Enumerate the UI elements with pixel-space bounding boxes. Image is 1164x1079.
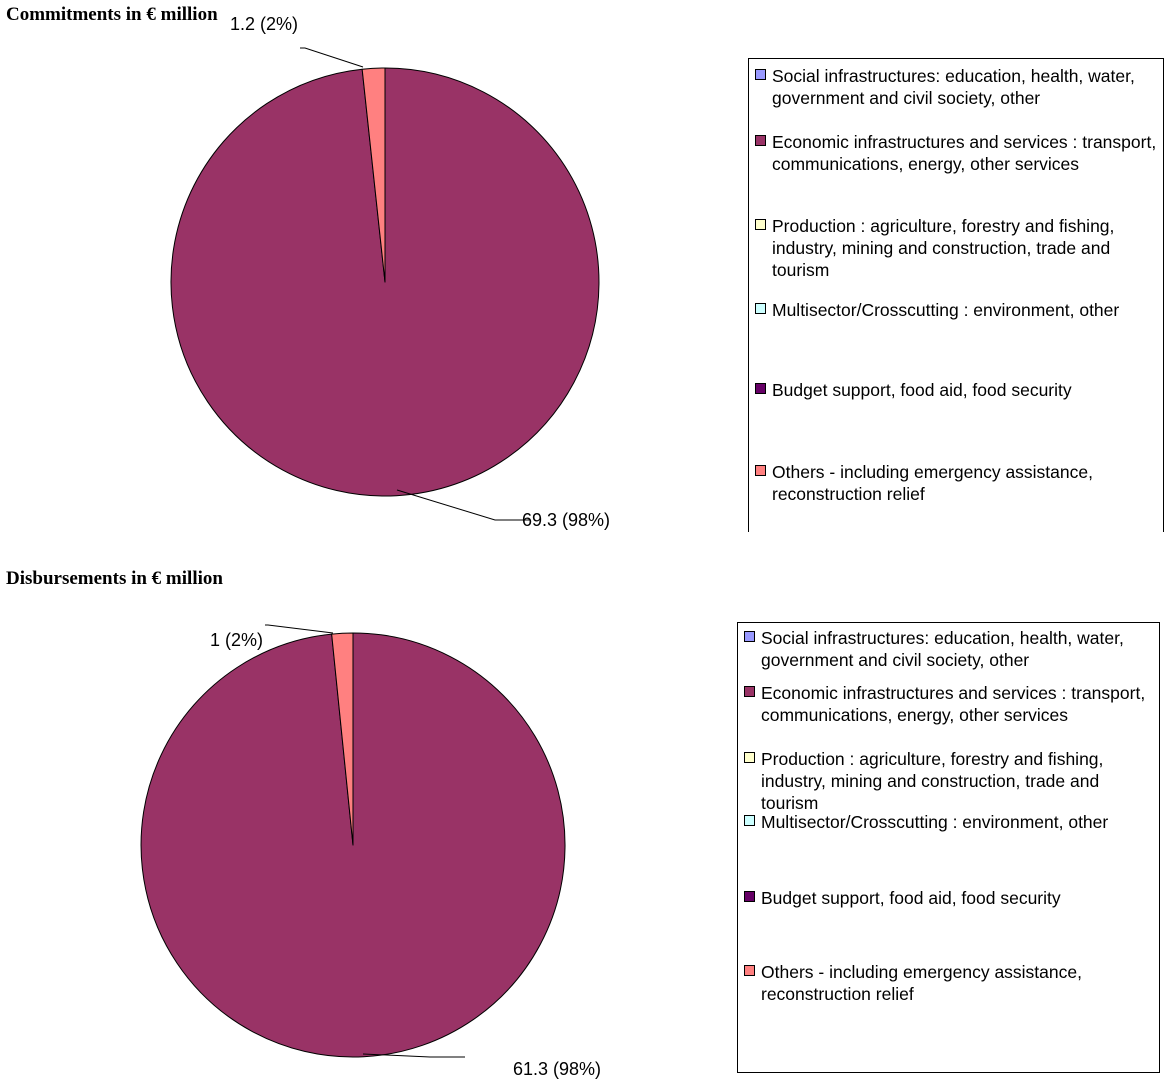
legend-label: Social infrastructures: education, healt… [761,628,1124,670]
legend-item: Social infrastructures: education, healt… [744,627,1155,671]
legend-item: Economic infrastructures and services : … [755,131,1159,175]
legend-label: Multisector/Crosscutting : environment, … [761,812,1109,832]
legend-item: Budget support, food aid, food security [744,887,1155,909]
legend-label: Production : agriculture, forestry and f… [761,749,1104,813]
legend-swatch [755,69,766,80]
legend-swatch [744,965,755,976]
legend-swatch [744,631,755,642]
legend-label: Multisector/Crosscutting : environment, … [772,300,1120,320]
pie-slice [361,67,386,283]
legend-item: Production : agriculture, forestry and f… [755,215,1159,281]
legend-label: Production : agriculture, forestry and f… [772,216,1115,280]
legend-item: Others - including emergency assistance,… [755,461,1159,505]
leader-line [362,1053,465,1058]
disbursements-pie-chart: 61.3 (98%) 1 (2%) [140,624,601,1079]
disbursements-title: Disbursements in € million [6,568,223,589]
legend-swatch [744,891,755,902]
pie-slice [331,632,354,846]
leader-line [265,624,334,634]
commitments-legend: Social infrastructures: education, healt… [748,58,1164,532]
legend-swatch [744,815,755,826]
data-label: 61.3 (98%) [513,1059,601,1079]
legend-item: Others - including emergency assistance,… [744,961,1155,1005]
legend-swatch [755,465,766,476]
legend-swatch [755,135,766,146]
legend-swatch [755,303,766,314]
leader-line [300,47,364,68]
legend-label: Economic infrastructures and services : … [772,132,1157,174]
leader-line [396,489,530,521]
legend-item: Budget support, food aid, food security [755,379,1159,401]
data-label: 1.2 (2%) [230,14,298,34]
commitments-title: Commitments in € million [6,4,218,25]
legend-label: Others - including emergency assistance,… [761,962,1082,1004]
legend-label: Others - including emergency assistance,… [772,462,1093,504]
commitments-pie-chart: 69.3 (98%) 1.2 (2%) [170,14,610,530]
legend-item: Multisector/Crosscutting : environment, … [744,811,1155,833]
disbursements-legend: Social infrastructures: education, healt… [737,622,1160,1073]
legend-label: Budget support, food aid, food security [761,888,1061,908]
legend-label: Economic infrastructures and services : … [761,683,1146,725]
data-label: 1 (2%) [210,630,263,650]
legend-item: Social infrastructures: education, healt… [755,65,1159,109]
legend-swatch [744,752,755,763]
legend-label: Budget support, food aid, food security [772,380,1072,400]
legend-item: Multisector/Crosscutting : environment, … [755,299,1159,321]
legend-swatch [744,686,755,697]
legend-swatch [755,383,766,394]
data-label: 69.3 (98%) [522,510,610,530]
legend-label: Social infrastructures: education, healt… [772,66,1135,108]
legend-swatch [755,219,766,230]
legend-item: Economic infrastructures and services : … [744,682,1155,726]
legend-item: Production : agriculture, forestry and f… [744,748,1155,814]
